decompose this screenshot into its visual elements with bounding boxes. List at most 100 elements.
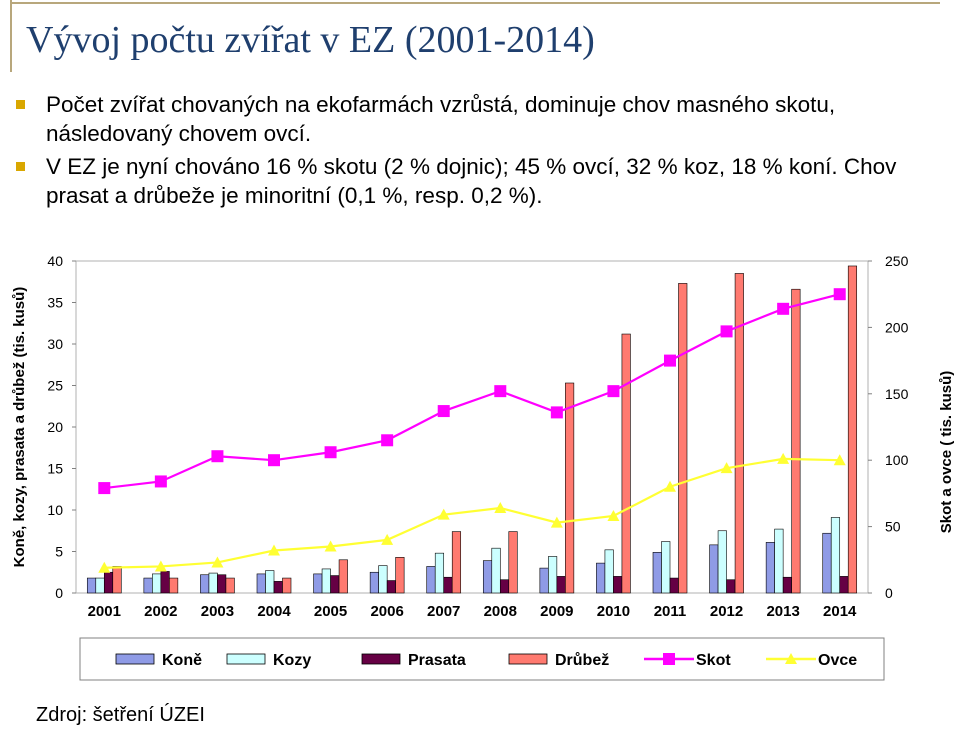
point-ovce [154, 560, 167, 572]
point-skot [437, 405, 450, 418]
bar-drůbež [734, 273, 744, 594]
point-ovce [777, 452, 790, 464]
bar-prasata [160, 571, 170, 594]
legend-label: Skot [696, 652, 731, 669]
livestock-chart: 0 5 10 15 20 25 30 35 40 0 50 100 150 200 250 Koně, koz… [11, 253, 955, 681]
bar-koně [369, 571, 379, 594]
bar-prasata [556, 576, 566, 594]
legend-label: Prasata [408, 652, 466, 669]
bar-prasata [726, 579, 736, 594]
bar-prasata [443, 576, 453, 594]
legend-marker-skot [663, 653, 675, 665]
point-skot [607, 385, 620, 398]
bar-prasata [217, 574, 227, 594]
bar-drůbež [169, 577, 179, 594]
bar-kozy [321, 568, 331, 594]
bar-prasata [499, 579, 510, 594]
x-tick-label: 2011 [654, 603, 687, 620]
point-skot [324, 446, 337, 459]
bar-drůbež [791, 288, 801, 594]
bar-koně [256, 573, 266, 594]
bar-kozy [378, 565, 388, 594]
bullet-square-icon [16, 100, 25, 109]
y2-tick-label: 0 [885, 585, 893, 601]
legend-swatch-drůbež [508, 653, 548, 665]
bar-koně [539, 567, 549, 594]
y-tick-label: 40 [47, 253, 63, 269]
point-skot [98, 482, 111, 495]
bullet-list: Počet zvířat chovaných na ekofarmách vzr… [14, 90, 944, 214]
y-tick-label: 5 [55, 544, 63, 560]
point-ovce [98, 561, 111, 573]
bar-koně [596, 562, 606, 594]
bullet-item: V EZ je nyní chováno 16 % skotu (2 % doj… [14, 152, 944, 210]
bullet-text: Počet zvířat chovaných na ekofarmách vzr… [46, 92, 836, 146]
bar-kozy [717, 530, 727, 594]
plot-area [75, 260, 869, 594]
bar-kozy [208, 572, 218, 594]
legend-swatch-koně [115, 653, 155, 665]
source-note: Zdroj: šetření ÚZEI [36, 704, 205, 726]
x-tick-label: 2012 [710, 603, 743, 620]
bar-koně [200, 574, 210, 594]
title-accent-horizontal [10, 2, 940, 4]
bar-koně [313, 573, 323, 594]
y-axis-title: Koně, kozy, prasata a drůbež (tis. kusů) [11, 287, 28, 568]
bar-drůbež [395, 557, 405, 594]
y-tick-label: 35 [47, 295, 63, 311]
bar-drůbež [508, 531, 518, 594]
y-tick-label: 25 [47, 378, 63, 394]
bar-drůbež [112, 566, 122, 594]
bar-kozy [548, 556, 558, 594]
y2-axis-title: Skot a ovce ( tis. kusů) [938, 371, 955, 534]
legend-label: Kozy [273, 652, 311, 669]
bar-drůbež [338, 559, 348, 594]
x-tick-label: 2003 [201, 603, 234, 620]
legend-label: Ovce [818, 652, 857, 669]
y-tick-label: 15 [47, 461, 63, 477]
bar-drůbež [451, 531, 462, 594]
slide-title: Vývoj počtu zvířat v EZ (2001-2014) [26, 19, 595, 61]
bar-prasata [782, 576, 792, 594]
point-ovce [664, 480, 676, 492]
point-ovce [720, 462, 733, 474]
bar-kozy [265, 570, 275, 594]
x-tick-label: 2010 [597, 603, 630, 620]
legend-swatch-kozy [226, 653, 266, 665]
bar-prasata [330, 575, 340, 594]
bar-drůbež [565, 382, 575, 594]
bar-prasata [386, 580, 396, 594]
y2-tick-label: 50 [885, 519, 901, 535]
y2-tick-label: 250 [885, 253, 909, 269]
y-tick-label: 10 [47, 502, 63, 518]
y-tick-label: 0 [55, 585, 63, 601]
bar-kozy [604, 549, 614, 594]
bar-kozy [95, 577, 105, 594]
bar-kozy [774, 528, 784, 594]
bar-prasata [839, 576, 849, 594]
point-skot [268, 454, 280, 467]
x-tick-label: 2006 [370, 603, 403, 620]
bar-koně [652, 552, 662, 594]
y2-tick-label: 100 [885, 452, 909, 468]
y-tick-label: 30 [47, 336, 63, 352]
title-accent-vertical [10, 0, 12, 72]
point-ovce [381, 533, 394, 545]
bullet-text: V EZ je nyní chováno 16 % skotu (2 % doj… [46, 154, 897, 208]
legend-label: Koně [162, 652, 202, 669]
x-tick-label: 2007 [427, 603, 460, 620]
point-ovce [494, 502, 507, 514]
bar-koně [822, 532, 832, 594]
y-tick-label: 20 [47, 419, 63, 435]
bar-prasata [273, 581, 283, 594]
bar-koně [765, 542, 775, 594]
bar-kozy [152, 573, 162, 594]
point-skot [720, 325, 733, 338]
legend [79, 637, 885, 681]
bar-koně [482, 560, 493, 594]
bar-koně [426, 566, 436, 594]
bar-drůbež [282, 577, 292, 594]
x-tick-label: 2005 [314, 603, 347, 620]
point-skot [777, 302, 790, 315]
point-skot [664, 354, 676, 367]
